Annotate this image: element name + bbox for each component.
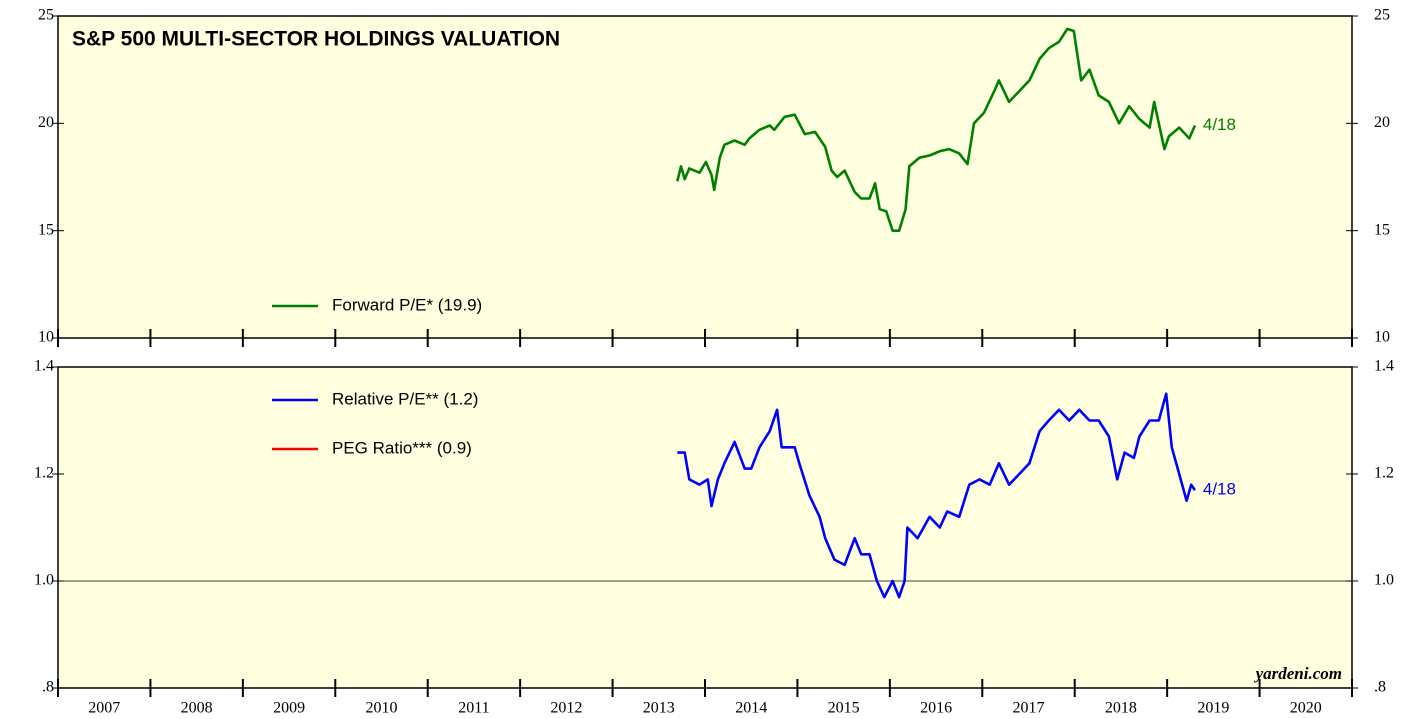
y-tick-label: 10 [38,329,54,346]
x-tick-label: 2020 [1290,700,1322,717]
source: yardeni.com [1254,664,1342,683]
x-tick-label: 2014 [735,700,767,717]
x-tick-label: 2007 [88,700,120,717]
legend-label: PEG Ratio*** (0.9) [332,438,472,457]
y-tick-label: 20 [38,114,54,131]
y-tick-label: 1.0 [34,572,54,589]
legend-label: Forward P/E* (19.9) [332,295,482,314]
y-tick-label: .8 [42,679,54,696]
x-tick-label: 2010 [366,700,398,717]
y-tick-label: 15 [38,221,54,238]
y-tick-label: 1.2 [34,465,54,482]
series-line [677,392,1196,599]
x-tick-label: 2012 [550,700,582,717]
y-tick-label: 25 [38,7,54,24]
y2-tick-label: 15 [1374,221,1390,238]
x-tick-label: 2009 [273,700,305,717]
x-tick-label: 2017 [1013,700,1045,717]
end-label: 4/18 [1203,115,1236,134]
legend-label: Relative P/E** (1.2) [332,389,478,408]
y2-tick-label: 1.0 [1374,572,1394,589]
y2-tick-label: 1.2 [1374,465,1394,482]
x-tick-label: 2008 [181,700,213,717]
x-tick-label: 2019 [1197,700,1229,717]
chart-title: S&P 500 MULTI-SECTOR HOLDINGS VALUATION [72,28,560,51]
y2-tick-label: 20 [1374,114,1390,131]
y2-tick-label: 25 [1374,7,1390,24]
y2-tick-label: 1.4 [1374,358,1394,375]
bottom-panel [57,366,1353,689]
x-tick-label: 2018 [1105,700,1137,717]
x-tick-label: 2013 [643,700,675,717]
y2-tick-label: .8 [1374,679,1386,696]
x-tick-label: 2011 [458,700,489,717]
series-line [676,27,1197,232]
x-tick-label: 2016 [920,700,952,717]
x-tick-label: 2015 [828,700,860,717]
y-tick-label: 1.4 [34,358,54,375]
top-panel [57,15,1353,339]
y2-tick-label: 10 [1374,329,1390,346]
end-label: 4/18 [1203,480,1236,499]
